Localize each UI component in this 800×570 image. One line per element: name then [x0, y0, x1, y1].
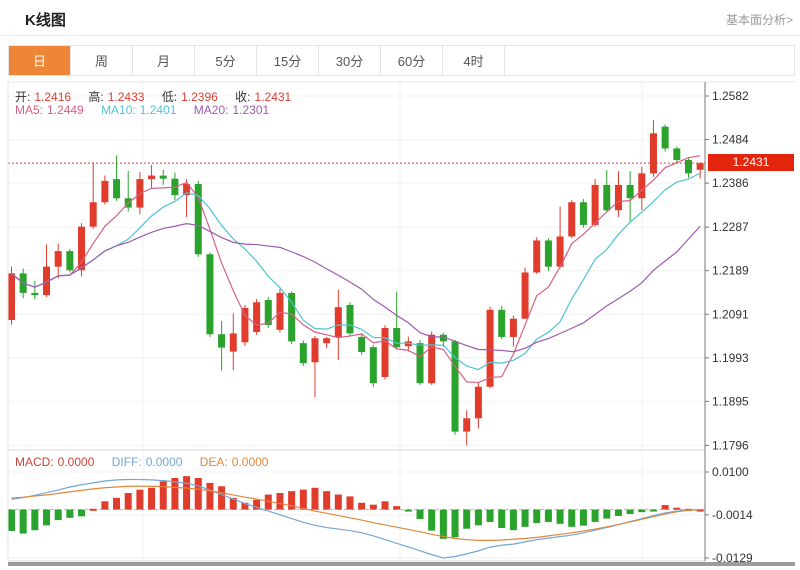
- tab-15分[interactable]: 15分: [257, 46, 319, 75]
- svg-text:-0.0129: -0.0129: [712, 551, 753, 565]
- svg-text:1.1796: 1.1796: [712, 438, 749, 452]
- ma5-label: MA5:: [15, 103, 44, 117]
- svg-text:0.0100: 0.0100: [712, 465, 749, 479]
- ma10-value: 1.2401: [139, 103, 177, 117]
- svg-text:1.1993: 1.1993: [712, 351, 749, 365]
- title-divider: [0, 35, 800, 36]
- tab-4时[interactable]: 4时: [443, 46, 505, 75]
- ma10-label: MA10:: [101, 103, 136, 117]
- diff-value: 0.0000: [145, 455, 183, 469]
- close-label: 收:: [235, 90, 251, 104]
- svg-text:1.2091: 1.2091: [712, 307, 749, 321]
- open-label: 开:: [15, 90, 31, 104]
- page-title: K线图: [25, 12, 66, 29]
- svg-text:-0.0014: -0.0014: [712, 508, 753, 522]
- close-value: 1.2431: [254, 90, 292, 104]
- timeframe-tabbar: 日周月 5分 15分 30分 60分 4时: [8, 45, 795, 76]
- high-label: 高:: [88, 90, 104, 104]
- svg-text:1.2189: 1.2189: [712, 264, 749, 278]
- macd-label: MACD:: [15, 455, 54, 469]
- high-value: 1.2433: [107, 90, 145, 104]
- svg-text:1.1895: 1.1895: [712, 394, 749, 408]
- bottom-scrollbar[interactable]: [8, 562, 795, 566]
- svg-text:1.2386: 1.2386: [712, 176, 749, 190]
- ma-legend: MA5: 1.2449 MA10: 1.2401 MA20: 1.2301: [15, 103, 273, 117]
- current-price-badge: 1.2431: [708, 154, 794, 171]
- dea-label: DEA:: [199, 455, 228, 469]
- low-label: 低:: [161, 90, 178, 104]
- ma20-value: 1.2301: [232, 103, 270, 117]
- tab-日[interactable]: 日: [9, 46, 71, 75]
- svg-text:1.2484: 1.2484: [712, 133, 749, 147]
- diff-label: DIFF:: [111, 455, 142, 469]
- ohlc-legend: 开: 1.2416 高: 1.2433 低: 1.2396 收: 1.2431: [15, 88, 295, 105]
- svg-text:1.2287: 1.2287: [712, 220, 749, 234]
- svg-text:1.2582: 1.2582: [712, 89, 749, 103]
- macd-value: 0.0000: [57, 455, 95, 469]
- tab-月[interactable]: 月: [133, 46, 195, 75]
- dea-value: 0.0000: [231, 455, 269, 469]
- ma5-value: 1.2449: [47, 103, 84, 117]
- macd-legend: MACD: 0.0000 DIFF: 0.0000 DEA: 0.0000: [15, 455, 272, 469]
- tab-30分[interactable]: 30分: [319, 46, 381, 75]
- low-value: 1.2396: [181, 90, 218, 104]
- tab-周[interactable]: 周: [71, 46, 133, 75]
- open-value: 1.2416: [34, 90, 72, 104]
- fundamental-analysis-link[interactable]: 基本面分析>: [725, 13, 793, 27]
- tab-60分[interactable]: 60分: [381, 46, 443, 75]
- tab-5分[interactable]: 5分: [195, 46, 257, 75]
- ma20-label: MA20:: [193, 103, 229, 117]
